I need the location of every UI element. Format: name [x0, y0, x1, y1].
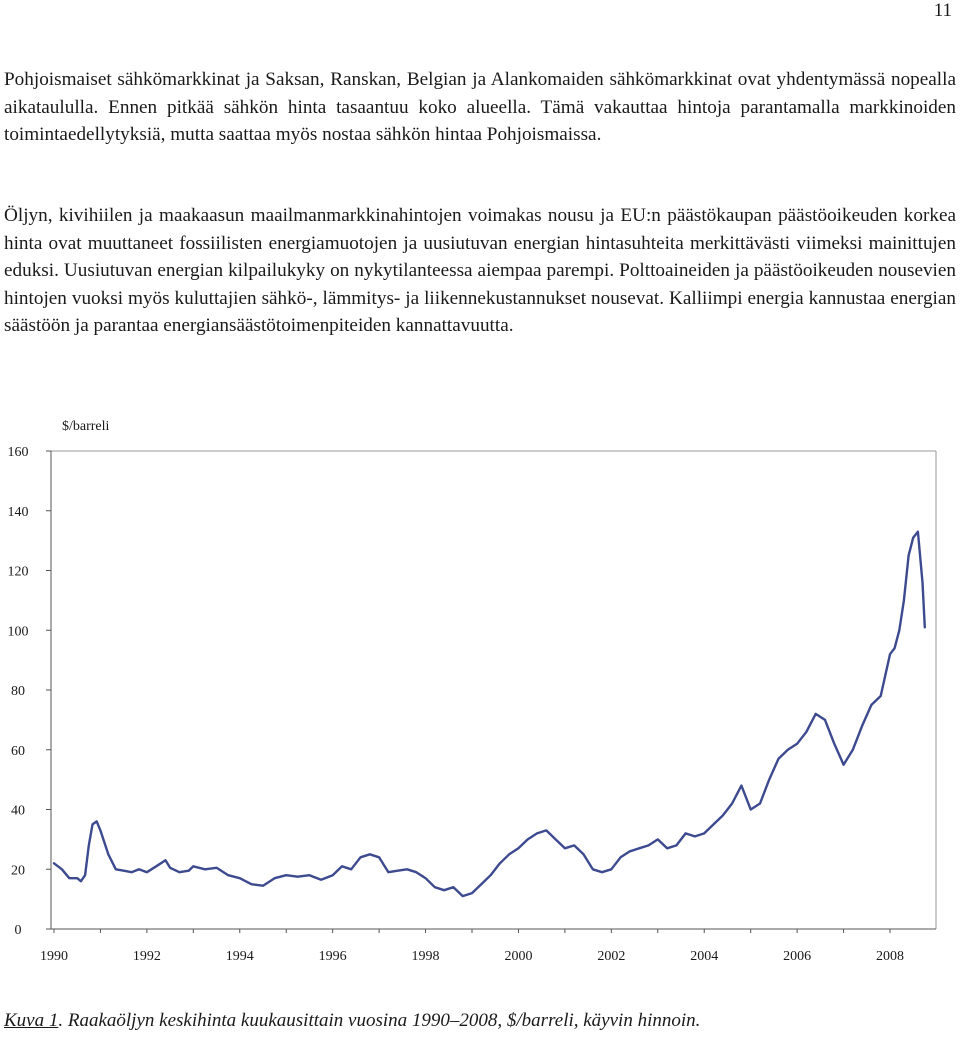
figure-caption-text: . Raakaöljyn keskihinta kuukausittain vu… [58, 1010, 701, 1031]
y-tick-label: 20 [11, 863, 25, 878]
x-tick-label: 2006 [783, 949, 811, 964]
x-tick-label: 2008 [876, 949, 904, 964]
x-tick-label: 1990 [40, 949, 68, 964]
y-tick-label: 100 [8, 624, 29, 639]
x-tick-label: 2000 [504, 949, 532, 964]
figure-caption: Kuva 1. Raakaöljyn keskihinta kuukausitt… [4, 1010, 700, 1032]
x-tick-label: 1998 [412, 949, 440, 964]
page-number: 11 [933, 0, 952, 21]
y-axis-label: $/barreli [62, 419, 110, 434]
chart-axes [50, 450, 937, 930]
y-tick-label: 60 [11, 744, 25, 759]
y-tick-label: 40 [11, 804, 25, 819]
x-tick-label: 1996 [319, 949, 347, 964]
oil-price-chart: 0 20 40 60 80 100 120 140 160 1990 1992 1994 1996 199… [8, 419, 937, 964]
paragraph-2: Öljyn, kivihiilen ja maakaasun maailmanm… [4, 205, 956, 336]
y-tick-label: 120 [8, 565, 29, 580]
y-tick-label: 0 [15, 923, 22, 938]
oil-price-series-line [52, 530, 926, 898]
x-tick-label: 2002 [597, 949, 625, 964]
y-tick-label: 80 [11, 684, 25, 699]
figure-caption-label: Kuva 1 [4, 1010, 59, 1031]
chart-plot [52, 530, 926, 898]
x-tick-label: 1994 [226, 949, 254, 964]
paragraph-1: Pohjoismaiset sähkömarkkinat ja Saksan, … [4, 69, 956, 145]
chart-ticks: 0 20 40 60 80 100 120 140 160 1990 1992 1994 1996 199… [8, 445, 905, 964]
y-tick-label: 140 [8, 505, 29, 520]
y-tick-label: 160 [8, 445, 29, 460]
x-tick-label: 2004 [690, 949, 718, 964]
x-tick-label: 1992 [133, 949, 161, 964]
